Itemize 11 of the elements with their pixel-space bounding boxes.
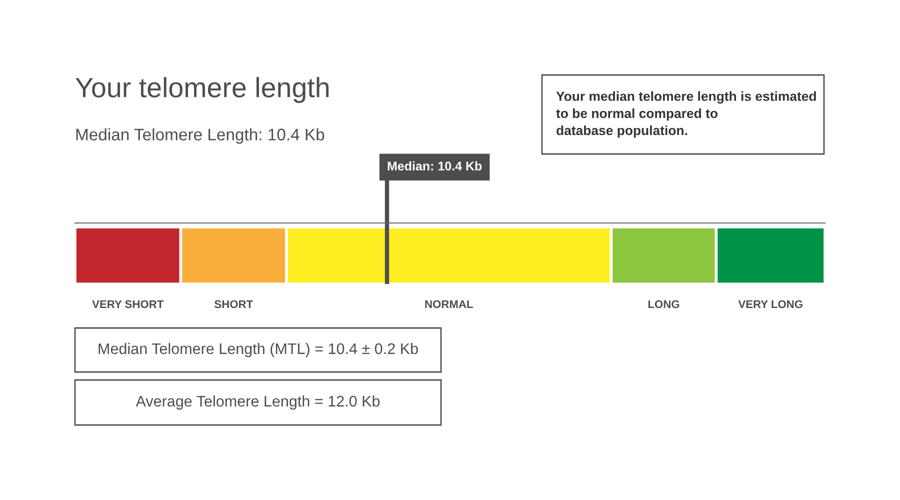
text: Average Telomere Length = 12.0 Kb xyxy=(136,395,380,410)
series-label: VERY SHORT xyxy=(92,300,164,308)
text: Your median telomere length is estimated to be normal compared to database population. xyxy=(556,91,816,138)
series-label: SHORT xyxy=(214,300,253,308)
chart-subtitle: Median Telomere Length: 10.4 Kb xyxy=(76,128,324,144)
series-label: NORMAL xyxy=(425,300,473,308)
series-label: VERY LONG xyxy=(738,300,802,308)
series-label: LONG xyxy=(648,300,680,308)
text: Median: 10.4 Kb xyxy=(388,161,482,170)
text: Median Telomere Length (MTL) = 10.4 ± 0.2 Kb xyxy=(98,342,418,358)
chart-title: Your telomere length xyxy=(76,77,329,103)
